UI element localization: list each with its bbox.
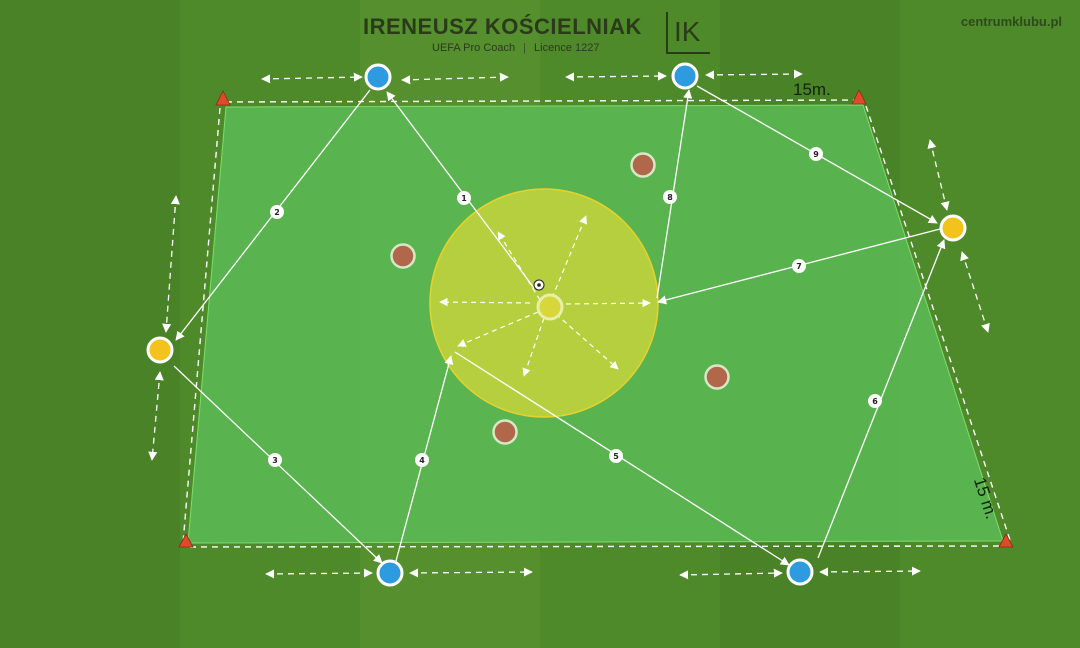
pass-number-labels: 1 2 3 4 5 6 7 8 9 <box>268 147 882 467</box>
boundary-dashed-lines <box>182 99 1011 548</box>
pass-label-text: 6 <box>872 397 878 406</box>
pass-label-8: 8 <box>663 190 677 204</box>
pass-label-text: 9 <box>813 150 819 159</box>
website-link[interactable]: centrumklubu.pl <box>960 14 1062 29</box>
defender-brown <box>492 419 518 445</box>
player-yellow <box>939 214 967 242</box>
player-center <box>536 293 564 321</box>
coach-licence: Licence 1227 <box>534 42 600 54</box>
pass-label-text: 8 <box>667 193 673 202</box>
defender-brown <box>630 152 656 178</box>
pass-label-6: 6 <box>868 394 882 408</box>
coach-credentials: UEFA Pro Coach | Licence 1227 <box>432 42 599 54</box>
cone-icon <box>178 533 194 548</box>
movement-arrows <box>148 69 990 580</box>
cones <box>178 89 1014 548</box>
cone-icon <box>215 90 231 106</box>
player-blue <box>671 62 699 90</box>
ball-icon <box>533 279 545 291</box>
player-blue <box>376 559 404 587</box>
defender-brown <box>704 364 730 390</box>
pass-label-3: 3 <box>268 453 282 467</box>
ik-logo: IK <box>666 12 710 54</box>
player-blue <box>364 63 392 91</box>
separator: | <box>523 42 527 54</box>
players-brown <box>390 152 730 445</box>
player-blue <box>786 558 814 586</box>
pass-label-text: 4 <box>419 456 425 465</box>
cone-icon <box>998 533 1014 548</box>
coach-role: UEFA Pro Coach <box>432 42 516 54</box>
defender-brown <box>390 243 416 269</box>
players-yellow <box>146 214 967 364</box>
center-dribble-arrows <box>439 215 651 377</box>
pass-label-9: 9 <box>809 147 823 161</box>
pass-label-text: 1 <box>461 194 467 203</box>
pass-label-4: 4 <box>415 453 429 467</box>
pass-label-text: 7 <box>796 262 802 271</box>
pass-label-7: 7 <box>792 259 806 273</box>
pass-label-text: 3 <box>272 456 278 465</box>
pass-label-2: 2 <box>270 205 284 219</box>
coach-name-title: IRENEUSZ KOŚCIELNIAK <box>363 14 642 39</box>
pass-label-5: 5 <box>609 449 623 463</box>
pass-label-text: 5 <box>613 452 619 461</box>
pass-label-text: 2 <box>274 208 280 217</box>
player-yellow <box>146 336 174 364</box>
players-blue <box>364 62 814 587</box>
cone-icon <box>851 89 867 105</box>
top-dimension-label: 15m. <box>793 80 831 99</box>
pass-label-1: 1 <box>457 191 471 205</box>
